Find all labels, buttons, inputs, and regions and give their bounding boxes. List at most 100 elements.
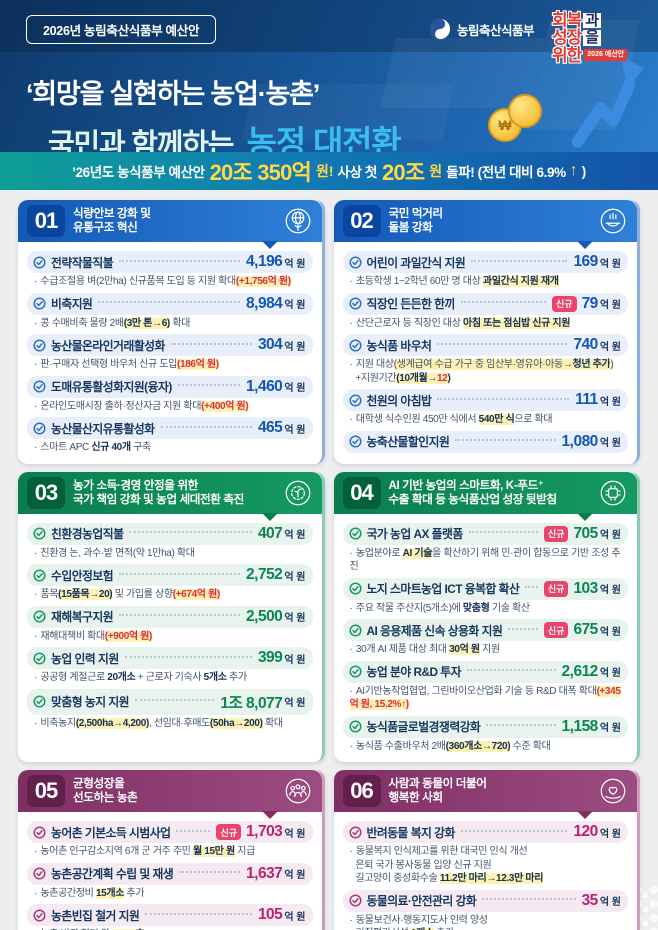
- section-number: 03: [27, 476, 65, 509]
- dotted-leader: [98, 301, 241, 303]
- item-details: · 농업분야로 AI 기술을 확산하기 위해 민·관이 합동으로 기반 조성 추…: [350, 547, 627, 574]
- amount-unit: 억 원: [599, 300, 621, 311]
- dotted-leader: [460, 829, 568, 832]
- item-row: 농산물온라인거래활성화 304 억 원: [27, 334, 313, 356]
- smart-tech-icon: [598, 478, 628, 508]
- check-icon: [33, 297, 46, 310]
- banner-text-segment: 20조 350억: [209, 160, 312, 185]
- item-detail: · 초등학생 1~2학년 60만 명 대상 과일간식 지원 재개: [349, 276, 559, 287]
- item-amount: 2,612: [561, 662, 599, 680]
- section-body: 전략작물직불 4,196 억 원 · 수급조절용 벼(2만ha) 신규품목 도입…: [18, 242, 322, 464]
- section-number: 01: [27, 205, 65, 237]
- item-row: 반려동물 복지 강화 120 억 원: [342, 821, 628, 843]
- budget-item: 농산물온라인거래활성화 304 억 원 · 판·구매자 선택형 바우처 신규 도…: [27, 334, 313, 372]
- dotted-leader: [135, 699, 215, 701]
- coin-icon: [508, 94, 542, 128]
- item-amount: 1,703: [246, 823, 283, 840]
- item-details: · 지원 대상(생계급여 수급 가구 중 임산부·영유아·아동→청년 추가) +…: [350, 358, 627, 385]
- budget-item: 농촌공간계획 수립 및 재생 1,637 억 원 · 농촌공간정비 15개소 추…: [27, 862, 313, 901]
- slogan-suffix: 과: [583, 12, 602, 30]
- item-detail: · 농어촌 인구감소지역 6개 군 거주 주민 월 15만 원 지급: [34, 846, 255, 857]
- item-details: · 동물보건사·행동지도사 인력 양성 기질평가시설 1개소 추가: [350, 914, 627, 930]
- slogan-badge: 회복 과 성장 을 위한 2026 예산안: [552, 12, 636, 64]
- item-title: 농산물온라인거래활성화: [51, 338, 165, 353]
- amount-unit: 억 원: [599, 668, 621, 679]
- budget-item: 비축지원 8,984 억 원 · 콩 수매비축 물량 2배(3만 톤→6) 확대: [27, 292, 313, 331]
- budget-item: 농식품글로벌경쟁력강화 1,158 억 원 · 농식품 수출바우처 2배(360…: [342, 715, 628, 754]
- item-details: · 품목(15품목→20) 및 가입률 상향(+674억 원): [34, 588, 311, 602]
- amount-unit: 억 원: [284, 698, 306, 709]
- hands-food-icon: [598, 206, 628, 236]
- budget-item: AI 응용제품 신속 상용화 지원 신규 675 억 원 · 30개 AI 제품…: [342, 619, 628, 657]
- item-amount: 120: [573, 823, 598, 840]
- item-title: 수입안정보험: [51, 568, 114, 583]
- item-amount: 399: [257, 649, 283, 666]
- item-title: 농식품글로벌경쟁력강화: [366, 720, 481, 734]
- check-icon: [33, 825, 46, 839]
- budget-item: 국가 농업 AX 플랫폼 신규 705 억 원 · 농업분야로 AI 기술을 확…: [342, 522, 628, 574]
- budget-item: 천원의 아침밥 111 억 원 · 대학생 식수인원 450만 식에서 540만…: [342, 389, 628, 427]
- item-title: 농축산물할인지원: [366, 435, 450, 449]
- item-detail: · 동물복지 인식제고를 위한 대국민 인식 개선: [349, 846, 528, 857]
- item-title: 재해복구지원: [51, 610, 114, 624]
- dotted-leader: [467, 669, 556, 671]
- amount-unit: 억 원: [599, 438, 621, 449]
- item-amount: 79: [581, 294, 599, 312]
- rural-people-icon: [283, 776, 313, 806]
- section-number: 05: [27, 775, 65, 807]
- slogan-suffix: 을: [583, 29, 602, 47]
- item-detail: · 재해대책비 확대(+900억 원): [34, 630, 153, 642]
- check-icon: [33, 380, 46, 393]
- item-detail: · 지원 대상(생계급여 수급 가구 중 임산부·영유아·아동→청년 추가): [349, 359, 614, 370]
- amount-unit: 억 원: [599, 396, 621, 408]
- item-title: 전략작물직불: [51, 255, 114, 270]
- section-body: 친환경농업직불 407 억 원 · 친환경 논, 과수·밭 면적(약 1만ha)…: [18, 514, 322, 763]
- check-icon: [348, 623, 362, 637]
- new-badge: 신규: [543, 525, 569, 542]
- check-icon: [348, 582, 362, 595]
- item-row: 친환경농업직불 407 억 원: [27, 522, 313, 545]
- amount-unit: 억 원: [284, 341, 306, 353]
- check-icon: [348, 338, 362, 352]
- check-icon: [348, 894, 362, 907]
- dotted-leader: [170, 342, 252, 345]
- amount-unit: 억 원: [599, 626, 621, 638]
- gear-sprout-icon: [283, 478, 313, 508]
- section-card-05: 05 균형성장을 선도하는 농촌 농어촌 기본소득 시범사업 신규 1,703 억…: [18, 770, 325, 930]
- budget-item: 농업 인력 지원 399 억 원 · 공공형 계절근로 20개소 + 근로자 기…: [27, 647, 313, 685]
- item-row: 노지 스마트농업 ICT 융복합 확산 신규 103 억 원: [342, 577, 628, 600]
- item-detail: · 콩 수매비축 물량 2배(3만 톤→6) 확대: [34, 317, 191, 329]
- item-amount: 304: [257, 336, 283, 353]
- budget-item: 어린이 과일간식 지원 169 억 원 · 초등학생 1~2학년 60만 명 대…: [342, 251, 628, 289]
- new-badge: 신규: [552, 295, 577, 312]
- section-header: 05 균형성장을 선도하는 농촌: [18, 770, 322, 819]
- amount-unit: 억 원: [284, 870, 306, 881]
- section-body: 국가 농업 AX 플랫폼 신규 705 억 원 · 농업분야로 AI 기술을 확…: [334, 514, 638, 763]
- amount-unit: 억 원: [284, 258, 306, 270]
- item-row: 농축산물할인지원 1,080 억 원: [342, 430, 628, 453]
- item-detail: · 농촌공간정비 15개소 추가: [34, 887, 145, 899]
- new-badge: 신규: [543, 622, 569, 638]
- item-detail: +지원기간(10개월→12): [355, 372, 451, 384]
- check-icon: [33, 338, 46, 352]
- item-amount: 4,196: [246, 253, 283, 270]
- item-detail: · 온라인도매시장 출하·정산자금 지원 확대(+400억 원): [34, 400, 249, 412]
- section-body: 반려동물 복지 강화 120 억 원 · 동물복지 인식제고를 위한 대국민 인…: [334, 812, 638, 930]
- section-title: AI 기반 농업의 스마트화, K-푸드⁺ 수출 확대 등 농식품산업 성장 뒷받…: [388, 478, 558, 506]
- check-icon: [33, 867, 46, 880]
- amount-unit: 억 원: [284, 911, 306, 923]
- budget-item: 농업 분야 R&D 투자 2,612 억 원 · AI기반농작업협업, 그린바이…: [342, 660, 628, 712]
- amount-unit: 억 원: [599, 897, 621, 908]
- item-detail: · AI기반농작업협업, 그린바이오산업화 기술 등 R&D 대폭 확대(+34…: [349, 685, 621, 710]
- item-details: · 30개 AI 제품 대상 최대 30억 원 지원: [350, 643, 627, 657]
- banner-text-segment: 원: [429, 163, 443, 179]
- section-header: 06 사람과 동물이 더불어 행복한 사회: [333, 770, 637, 819]
- item-details: · 스마트 APC 신규 40개 구축: [34, 441, 311, 455]
- dotted-leader: [129, 531, 252, 533]
- item-details: · 산단근로자 등 직장인 대상 아침 또는 점심밥 신규 지원: [350, 317, 627, 331]
- amount-unit: 억 원: [599, 585, 621, 596]
- dotted-leader: [179, 871, 241, 873]
- banner-text-segment: 돌파! (전년 대비 6.9%: [446, 165, 566, 180]
- item-detail: · 비축농지(2,500ha→4,200), 선임대·후매도(50ha→200)…: [34, 717, 283, 729]
